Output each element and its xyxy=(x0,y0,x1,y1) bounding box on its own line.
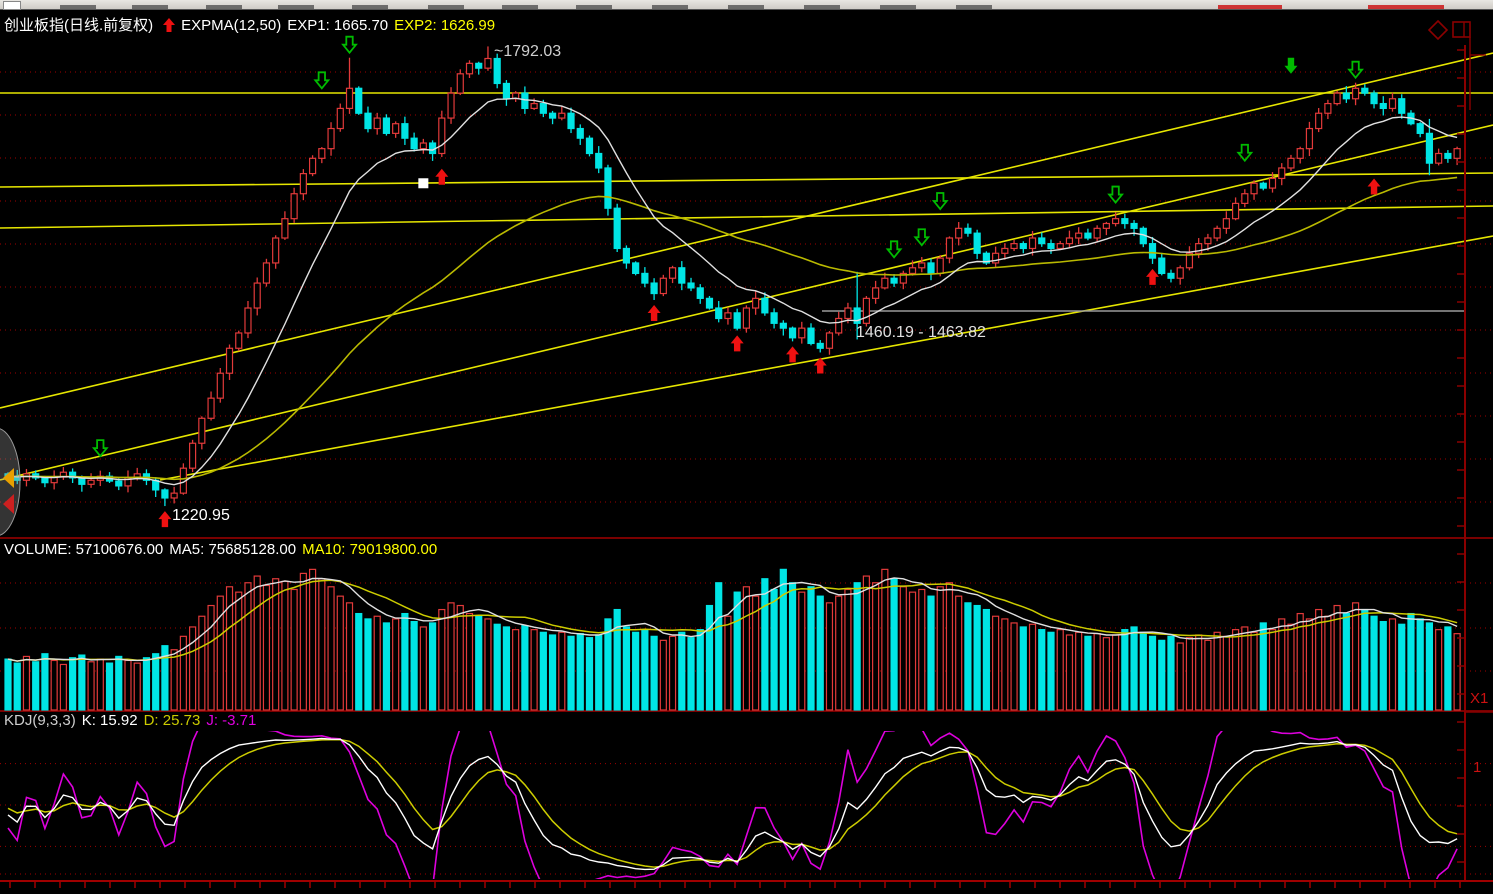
kdj-axis-label: 1 xyxy=(1473,759,1481,776)
candles xyxy=(4,46,1461,507)
kdj-header: KDJ(9,3,3) K: 15.92 D: 25.73 J: -3.71 xyxy=(4,712,262,729)
buy-signal-arrow xyxy=(813,357,827,374)
menu-item-cutoff[interactable] xyxy=(576,5,612,9)
menu-item-cutoff[interactable] xyxy=(278,5,314,9)
sell-signal-arrow xyxy=(885,240,903,259)
price-label: 1460.19 - 1463.82 xyxy=(856,324,986,341)
menu-item-highlight-cutoff[interactable] xyxy=(1218,5,1282,9)
x1-scale-label: X1 xyxy=(1470,690,1488,707)
menu-item-cutoff[interactable] xyxy=(352,5,388,9)
buy-signal-arrow xyxy=(1367,178,1381,195)
grid-lines xyxy=(0,71,1493,875)
pan-left-arrow-icon xyxy=(3,468,14,488)
pan-left-arrow-icon-2 xyxy=(3,494,14,514)
volume-bars xyxy=(4,568,1461,711)
volume-ma-lines xyxy=(7,577,1458,662)
sell-signal-arrow xyxy=(1236,143,1254,163)
exp2-value: EXP2: 1626.99 xyxy=(394,17,496,34)
price-label: 1220.95 xyxy=(172,507,230,524)
menu-item-highlight-cutoff[interactable] xyxy=(1368,5,1444,9)
up-arrow-icon xyxy=(163,18,176,36)
menu-item-cutoff[interactable] xyxy=(652,5,688,9)
kdj-lines xyxy=(7,731,1458,879)
pane-dividers xyxy=(0,537,1493,712)
sell-signal-arrow xyxy=(91,439,109,458)
buy-signal-arrow xyxy=(158,511,172,528)
sell-signal-arrow xyxy=(1347,60,1364,80)
indicator-name: EXPMA(12,50) xyxy=(181,17,282,34)
toolbar-icons[interactable] xyxy=(1427,19,1486,110)
buy-signal-arrow xyxy=(435,168,449,185)
menu-item-cutoff[interactable] xyxy=(428,5,464,9)
menu-item-cutoff[interactable] xyxy=(60,5,96,9)
kdj-j-value: J: -3.71 xyxy=(206,712,257,729)
price-annotations: ~1792.03 1460.19 - 1463.82 1220.95 xyxy=(172,43,986,524)
pan-left-control[interactable] xyxy=(0,428,21,536)
main-chart-header: 创业板指(日线.前复权) EXPMA(12,50) EXP1: 1665.70 EXP… xyxy=(4,14,501,36)
sell-signal-arrow xyxy=(931,192,949,211)
vol-ma5-value: MA5: 75685128.00 xyxy=(169,541,297,558)
kdj-d-value: D: 25.73 xyxy=(143,712,201,729)
menu-bar[interactable] xyxy=(0,0,1493,10)
expma-lines xyxy=(7,97,1458,486)
menu-item-cutoff[interactable] xyxy=(502,5,538,9)
sell-signal-arrow xyxy=(341,35,358,55)
buy-signal-arrow xyxy=(786,346,800,363)
axes: X1 1 xyxy=(0,45,1493,888)
volume-value: VOLUME: 57100676.00 xyxy=(4,541,164,558)
diamond-tool-icon xyxy=(1427,19,1449,41)
sell-signal-arrow xyxy=(913,228,931,247)
window-tool-icon xyxy=(1452,21,1471,38)
signal-markers xyxy=(91,35,1381,528)
vol-ma10-value: MA10: 79019800.00 xyxy=(302,541,438,558)
symbol-title: 创业板指(日线.前复权) xyxy=(4,17,154,34)
volume-header: VOLUME: 57100676.00 MA5: 75685128.00 MA10:… xyxy=(4,541,443,558)
buy-signal-arrow xyxy=(730,335,744,352)
sell-signal-arrow xyxy=(1107,185,1124,205)
trend-lines xyxy=(0,52,1493,481)
buy-signal-arrow xyxy=(1146,268,1160,285)
app-window-icon xyxy=(3,1,21,10)
menu-item-cutoff[interactable] xyxy=(956,5,992,9)
menu-item-cutoff[interactable] xyxy=(728,5,764,9)
price-label: ~1792.03 xyxy=(494,43,561,60)
menu-item-cutoff[interactable] xyxy=(880,5,916,9)
sell-signal-arrow-solid xyxy=(1284,57,1298,74)
menu-item-cutoff[interactable] xyxy=(804,5,840,9)
sell-signal-arrow xyxy=(313,71,331,90)
kdj-k-value: K: 15.92 xyxy=(81,712,138,729)
menu-item-cutoff[interactable] xyxy=(206,5,242,9)
menu-item-cutoff[interactable] xyxy=(132,5,168,9)
kdj-name: KDJ(9,3,3) xyxy=(4,712,76,729)
buy-signal-arrow xyxy=(647,304,661,321)
square-marker xyxy=(418,178,429,189)
exp1-value: EXP1: 1665.70 xyxy=(287,17,389,34)
